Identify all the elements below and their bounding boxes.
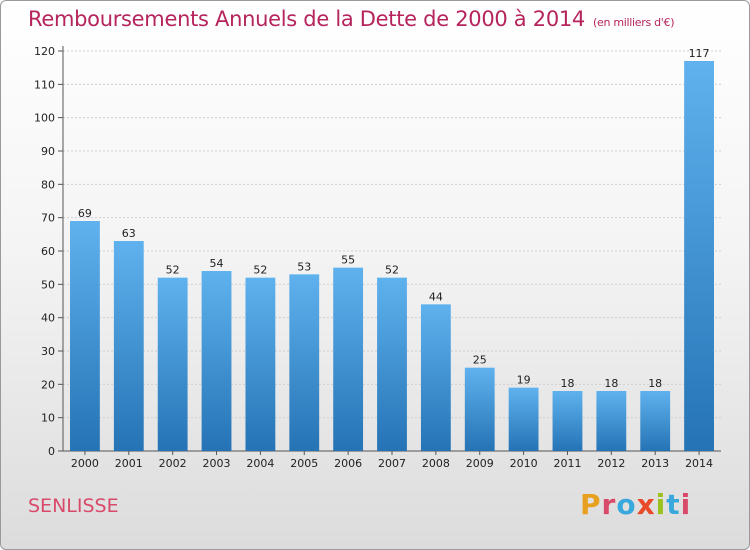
bar-2012 [596, 391, 627, 451]
bar-2007 [377, 277, 407, 451]
x-tick-label: 2012 [597, 457, 625, 470]
bar-value-label: 18 [648, 377, 662, 390]
x-tick-label: 2009 [466, 457, 494, 470]
bar-2008 [420, 304, 451, 451]
bar-2000 [70, 221, 100, 451]
bar-value-label: 69 [78, 207, 92, 220]
logo-letter: r [601, 488, 617, 521]
bar-value-label: 55 [341, 254, 355, 267]
x-tick-label: 2000 [71, 457, 99, 470]
bar-value-label: 18 [604, 377, 618, 390]
bar-value-label: 25 [473, 354, 487, 367]
bar-2005 [289, 274, 320, 451]
bar-value-label: 53 [297, 260, 311, 273]
bar-2004 [245, 277, 276, 451]
x-tick-label: 2014 [685, 457, 713, 470]
title-text: Remboursements Annuels de la Dette de 20… [28, 7, 585, 31]
chart-subtitle: (en milliers d'€) [593, 16, 675, 29]
bar-2014 [684, 61, 714, 451]
logo-letter: o [616, 488, 637, 521]
proxiti-logo: Proxiti [580, 488, 691, 521]
y-tick-label: 0 [48, 445, 55, 458]
y-tick-label: 90 [41, 145, 55, 158]
bar-2011 [552, 391, 583, 451]
x-tick-label: 2003 [203, 457, 231, 470]
x-tick-label: 2007 [378, 457, 406, 470]
y-tick-label: 40 [41, 312, 55, 325]
bar-2006 [333, 267, 364, 451]
bar-value-label: 44 [429, 290, 443, 303]
x-tick-label: 2013 [641, 457, 669, 470]
bar-2002 [157, 277, 188, 451]
city-name: SENLISSE [28, 495, 119, 517]
logo-letter: x [636, 488, 656, 521]
bar-value-label: 54 [210, 257, 224, 270]
x-tick-label: 2006 [334, 457, 362, 470]
logo-letter: P [580, 488, 602, 521]
y-tick-label: 110 [34, 78, 55, 91]
bar-2001 [113, 241, 144, 451]
y-tick-label: 100 [34, 112, 55, 125]
y-tick-label: 80 [41, 178, 55, 191]
bar-2003 [201, 271, 232, 451]
bars [70, 61, 714, 451]
bar-value-label: 117 [689, 47, 710, 60]
logo-letter: i [655, 488, 667, 521]
bar-2010 [508, 387, 539, 451]
bar-value-label: 18 [560, 377, 574, 390]
x-tick-label: 2008 [422, 457, 450, 470]
x-tick-label: 2002 [159, 457, 187, 470]
bar-value-label: 63 [122, 227, 136, 240]
y-tick-label: 120 [34, 45, 55, 58]
bar-2013 [640, 391, 671, 451]
x-tick-label: 2011 [553, 457, 581, 470]
x-tick-label: 2001 [115, 457, 143, 470]
bar-value-label: 52 [166, 264, 180, 277]
y-tick-label: 20 [41, 378, 55, 391]
y-tick-label: 50 [41, 278, 55, 291]
bar-value-label: 19 [517, 374, 531, 387]
chart-title: Remboursements Annuels de la Dette de 20… [28, 7, 674, 31]
logo-letter: t [666, 488, 681, 521]
y-tick-label: 70 [41, 212, 55, 225]
x-tick-label: 2005 [290, 457, 318, 470]
bar-2009 [464, 367, 495, 451]
x-tick-label: 2004 [246, 457, 274, 470]
x-tick-label: 2010 [510, 457, 538, 470]
y-tick-label: 60 [41, 245, 55, 258]
bar-value-label: 52 [385, 264, 399, 277]
y-tick-label: 10 [41, 412, 55, 425]
y-tick-label: 30 [41, 345, 55, 358]
bar-value-label: 52 [253, 264, 267, 277]
labels: 0 10 20 30 40 50 60 70 80 90 100 110 120 69 2000 63 2001… [34, 45, 713, 470]
logo-letter: i [680, 488, 692, 521]
